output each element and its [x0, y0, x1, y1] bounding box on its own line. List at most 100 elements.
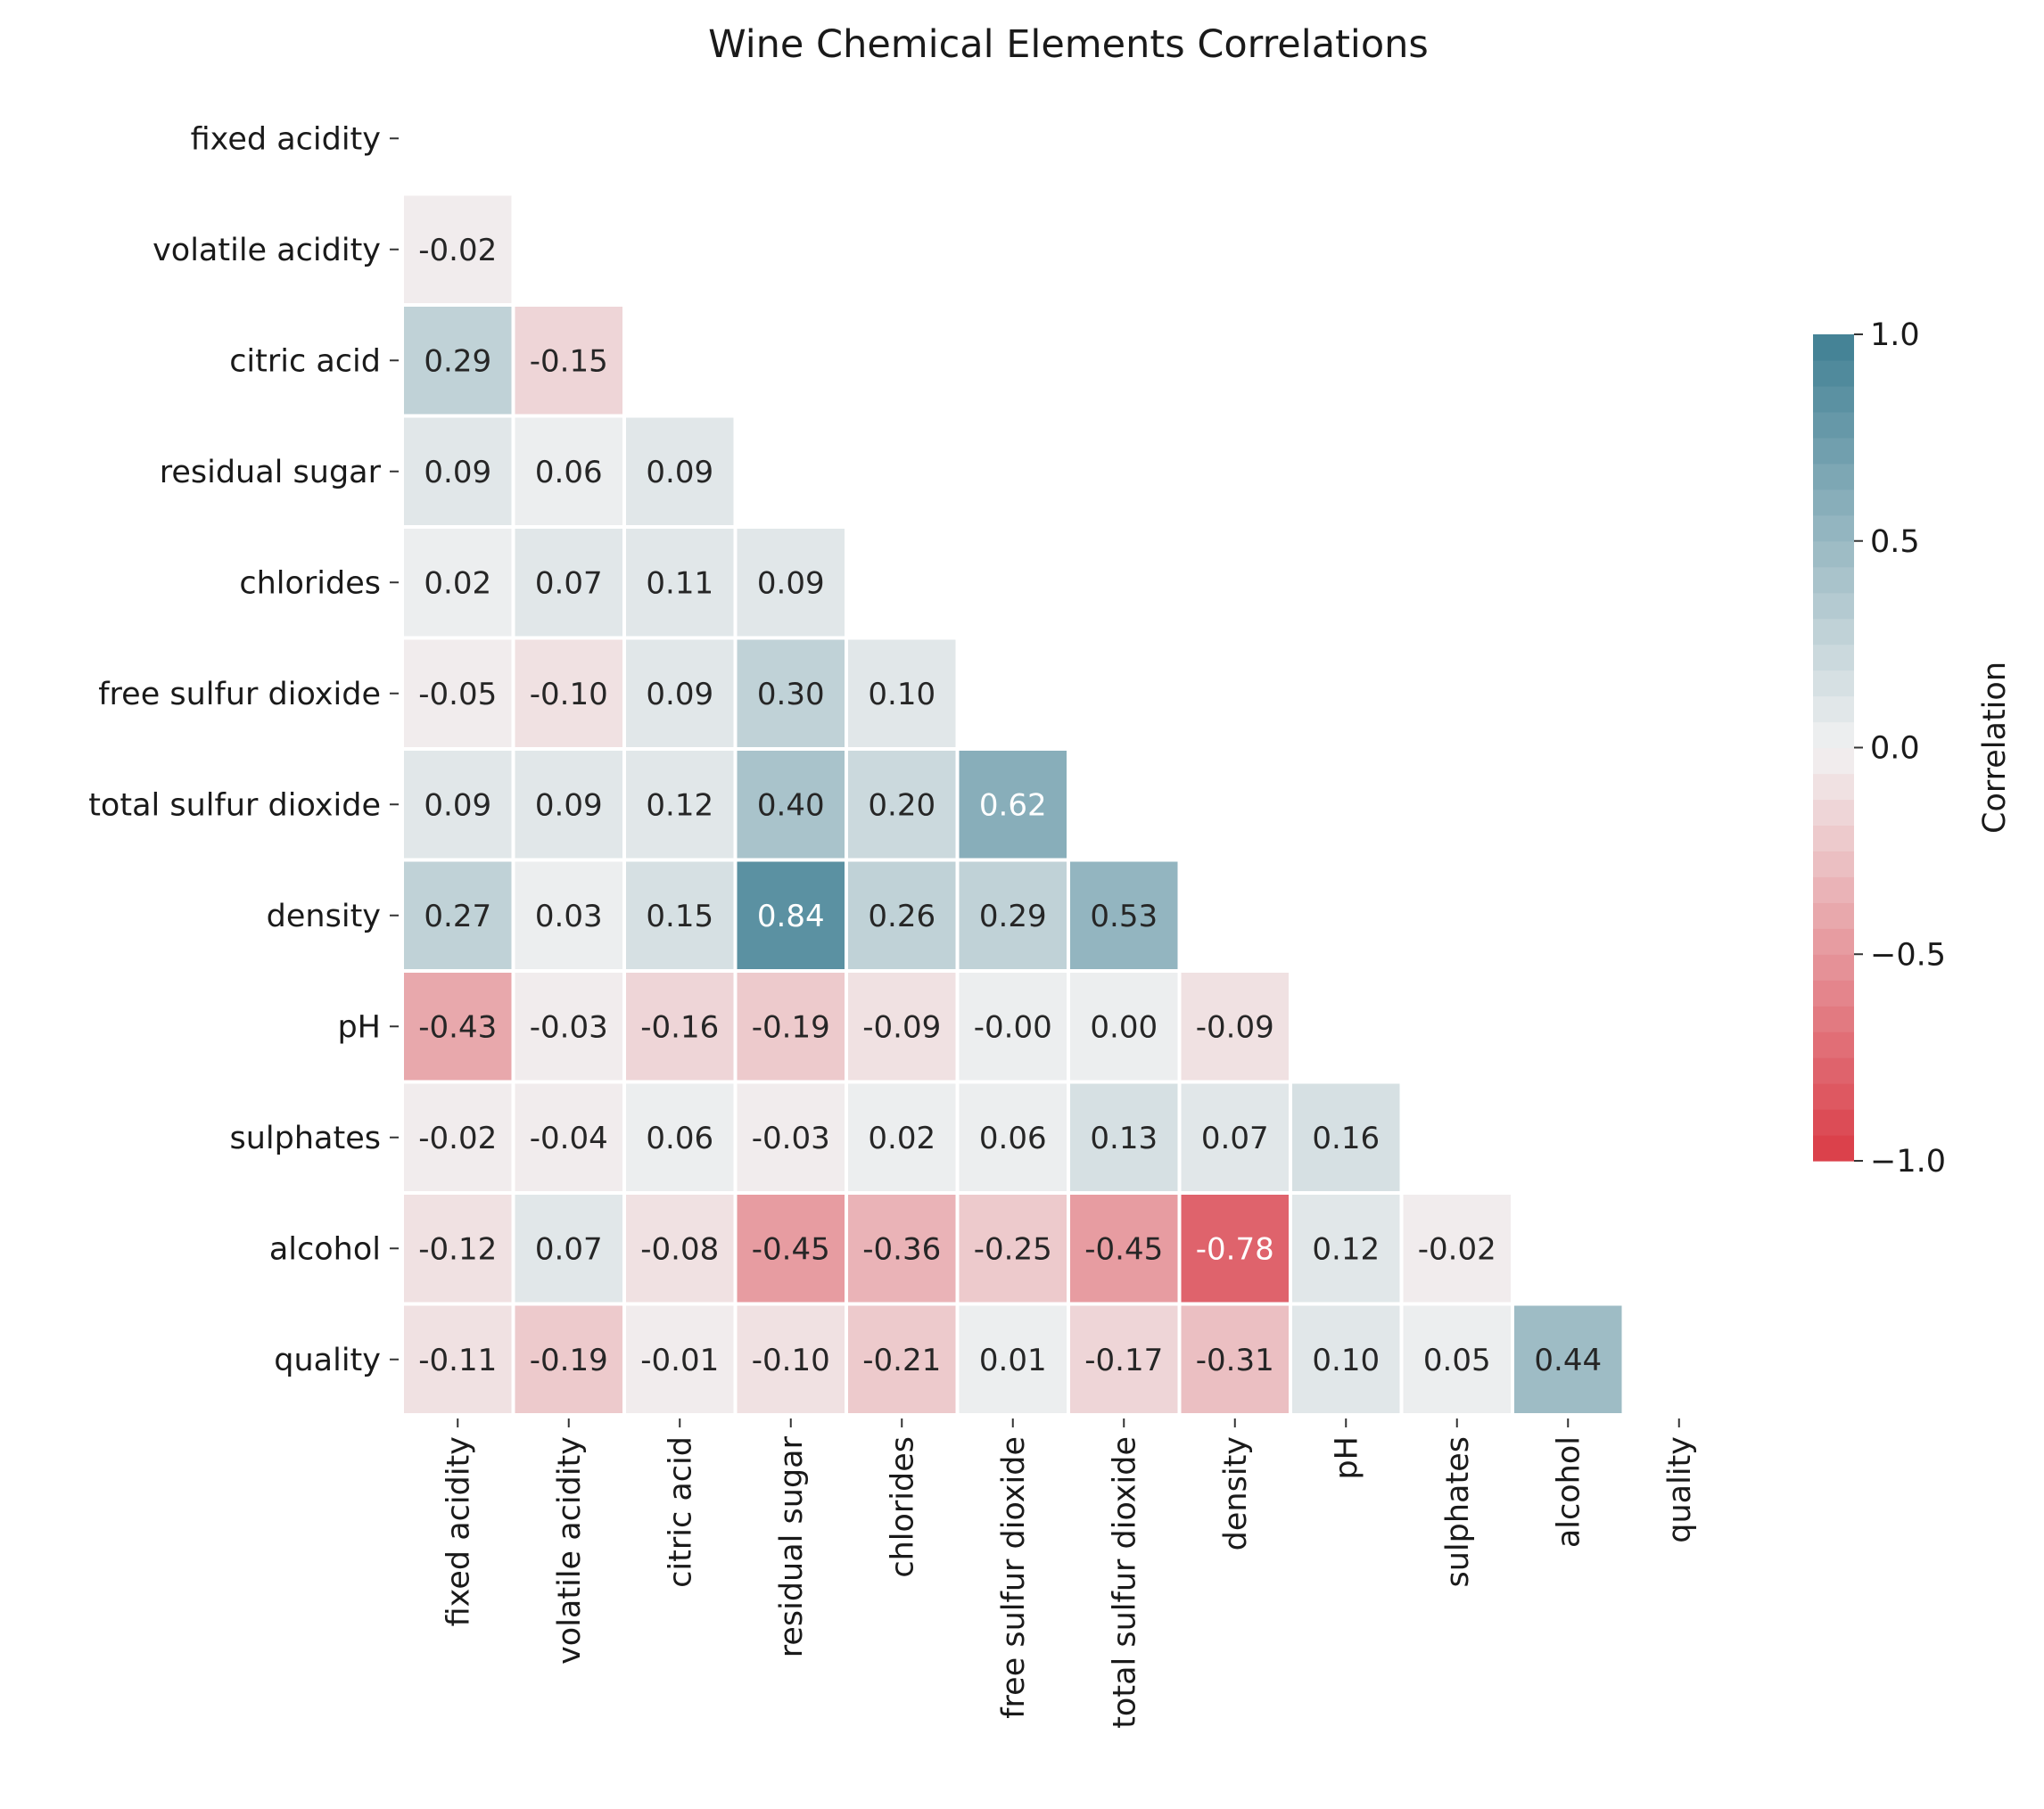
y-tick-label: residual sugar: [160, 455, 382, 490]
heatmap-cell: [1514, 1305, 1622, 1413]
colorbar-segment: [1813, 902, 1854, 929]
colorbar-segment: [1813, 1109, 1854, 1136]
cell-value-label: -0.00: [974, 1009, 1052, 1045]
heatmap-cell: [404, 529, 512, 637]
cell-value-label: 0.01: [979, 1343, 1047, 1378]
x-axis: fixed acidity volatile acidity citric acid…: [441, 1418, 1698, 1729]
colorbar: 1.0 0.5 0.0 −0.5 −1.0 Correlation: [1813, 317, 2013, 1180]
cell-value-label: -0.05: [418, 677, 497, 712]
heatmap-cell: [515, 1305, 622, 1413]
cell-value-label: -0.36: [862, 1231, 941, 1267]
colorbar-segment: [1813, 695, 1854, 723]
cell-value-label: -0.16: [640, 1009, 719, 1045]
colorbar-segment: [1813, 825, 1854, 851]
colorbar-segment: [1813, 359, 1854, 387]
cell-value-label: 0.20: [868, 787, 935, 823]
cell-value-label: -0.09: [1196, 1009, 1274, 1045]
colorbar-segment: [1813, 721, 1854, 749]
colorbar-segment: [1813, 644, 1854, 671]
y-tick-label: quality: [274, 1343, 381, 1378]
cell-value-label: -0.45: [1084, 1231, 1163, 1267]
x-tick-label: citric acid: [663, 1436, 698, 1588]
heatmap-cell: [1181, 1083, 1289, 1191]
cell-value-label: -0.03: [530, 1009, 608, 1045]
cell-value-label: 0.26: [868, 899, 935, 934]
cell-value-label: -0.11: [418, 1343, 497, 1378]
y-tick-label: chlorides: [239, 565, 381, 601]
heatmap-cell: [626, 751, 734, 859]
heatmap-cell: [515, 973, 622, 1081]
heatmap-cell: [1181, 1195, 1289, 1303]
cell-value-label: 0.07: [535, 1231, 603, 1267]
heatmap-cell: [959, 1305, 1067, 1413]
cell-value-label: -0.08: [640, 1231, 719, 1267]
cell-value-label: 0.30: [757, 677, 825, 712]
x-tick-label: pH: [1329, 1436, 1364, 1480]
heatmap-cell: [404, 195, 512, 303]
cell-value-label: -0.01: [640, 1343, 719, 1378]
cell-value-label: -0.10: [530, 677, 608, 712]
cell-value-label: 0.07: [535, 565, 603, 601]
y-tick-label: citric acid: [229, 343, 381, 379]
cell-value-label: 0.06: [535, 455, 603, 490]
x-tick-label: fixed acidity: [441, 1436, 476, 1626]
cell-value-label: 0.09: [535, 787, 603, 823]
cell-value-label: -0.09: [862, 1009, 941, 1045]
heatmap-cell: [515, 1195, 622, 1303]
heatmap-cell: [959, 1083, 1067, 1191]
heatmap-cell: [737, 751, 845, 859]
cell-value-label: 0.15: [646, 899, 713, 934]
colorbar-segment: [1813, 334, 1854, 361]
cell-value-label: -0.02: [418, 233, 497, 268]
cell-value-label: 0.10: [1312, 1343, 1380, 1378]
heatmap-cell: [626, 639, 734, 747]
y-tick-label: fixed acidity: [191, 121, 381, 157]
y-tick-label: sulphates: [230, 1121, 381, 1156]
x-tick-label: volatile acidity: [552, 1436, 588, 1665]
heatmap-cell: [1070, 973, 1178, 1081]
heatmap-cell: [515, 751, 622, 859]
heatmap-cell: [626, 1305, 734, 1413]
chart-title: Wine Chemical Elements Correlations: [708, 22, 1429, 67]
heatmap-cell: [848, 861, 956, 969]
colorbar-segment: [1813, 773, 1854, 801]
colorbar-segment: [1813, 1057, 1854, 1084]
heatmap-cell: [515, 417, 622, 525]
cell-value-label: 0.62: [979, 787, 1047, 823]
cell-value-label: 0.07: [1201, 1121, 1269, 1156]
cell-value-label: -0.45: [752, 1231, 830, 1267]
x-tick-label: residual sugar: [774, 1435, 810, 1657]
heatmap-cell: [1070, 1083, 1178, 1191]
cell-value-label: 0.40: [757, 787, 825, 823]
cell-value-label: 0.10: [868, 677, 935, 712]
heatmap-cell: [848, 973, 956, 1081]
heatmap-cell: [737, 1195, 845, 1303]
heatmap-cell: [959, 751, 1067, 859]
heatmap-cell: [626, 417, 734, 525]
heatmap-cell: [1181, 1305, 1289, 1413]
cell-value-label: 0.12: [1312, 1231, 1380, 1267]
heatmap-cell: [515, 639, 622, 747]
cell-value-label: 0.29: [424, 343, 491, 379]
colorbar-tick-label: −1.0: [1870, 1144, 1946, 1180]
heatmap-cell: [737, 1083, 845, 1191]
cell-value-label: 0.00: [1090, 1009, 1158, 1045]
cell-value-label: 0.05: [1423, 1343, 1491, 1378]
heatmap-cell: [1292, 1195, 1400, 1303]
colorbar-segment: [1813, 980, 1854, 1007]
colorbar-segment: [1813, 954, 1854, 981]
cell-value-label: -0.19: [530, 1343, 608, 1378]
heatmap-cell: [737, 529, 845, 637]
heatmap-cell: [404, 1305, 512, 1413]
colorbar-segment: [1813, 876, 1854, 903]
heatmap-cell: [848, 1083, 956, 1191]
cell-value-label: -0.12: [418, 1231, 497, 1267]
cell-value-label: -0.78: [1196, 1231, 1274, 1267]
heatmap-cell: [626, 973, 734, 1081]
heatmap-cell: [404, 639, 512, 747]
cell-value-label: -0.02: [418, 1121, 497, 1156]
cell-value-label: 0.12: [646, 787, 713, 823]
y-tick-label: total sulfur dioxide: [88, 787, 381, 823]
cell-value-label: 0.29: [979, 899, 1047, 934]
